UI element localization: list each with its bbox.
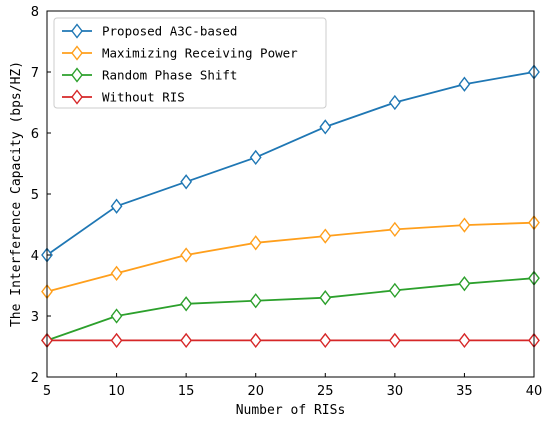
series-3-point-3 — [249, 332, 262, 349]
series-1-point-6 — [458, 217, 471, 233]
series-1-point-4 — [319, 228, 332, 244]
series-2-point-1 — [110, 308, 123, 324]
series-1-point-3 — [249, 235, 262, 251]
series-line-0 — [46, 71, 535, 256]
legend-box — [53, 17, 327, 109]
series-3 — [41, 332, 540, 349]
legend-marker-3 — [71, 89, 83, 105]
y-tick-label-4: 6 — [31, 127, 39, 142]
series-1-point-5 — [388, 221, 401, 238]
series-1-point-1 — [110, 265, 123, 281]
series-2-point-3 — [249, 293, 262, 309]
x-tick-label-7: 40 — [526, 384, 543, 399]
legend-entry-0: Proposed A3C-based — [62, 23, 237, 39]
legend-entry-2: Random Phase Shift — [62, 67, 237, 83]
legend-label-2: Random Phase Shift — [102, 68, 237, 83]
ticks-layer: 5 10 15 20 25 30 35 40 2 3 4 5 6 7 8 — [31, 5, 543, 399]
legend-marker-1 — [71, 45, 83, 61]
series-2-point-2 — [180, 296, 193, 312]
series-2-point-5 — [388, 282, 401, 299]
y-tick-label-5: 7 — [31, 66, 39, 81]
x-tick-label-0: 5 — [43, 384, 51, 399]
y-tick-label-3: 5 — [31, 188, 39, 203]
x-tick-label-2: 15 — [178, 384, 195, 399]
legend-label-1: Maximizing Receiving Power — [102, 46, 298, 61]
series-0-point-4 — [319, 119, 332, 135]
x-tick-label-6: 35 — [456, 384, 473, 399]
series-line-1 — [46, 221, 535, 293]
series-0-point-3 — [249, 149, 262, 166]
y-tick-label-2: 4 — [31, 249, 39, 264]
series-line-2 — [46, 277, 535, 342]
y-tick-label-0: 2 — [31, 371, 39, 386]
series-0-point-5 — [388, 94, 401, 111]
series-3-point-5 — [388, 332, 401, 349]
x-tick-label-4: 25 — [317, 384, 334, 399]
y-tick-label-6: 8 — [31, 5, 39, 20]
series-1-point-2 — [180, 247, 193, 263]
x-tick-label-1: 10 — [108, 384, 125, 399]
legend: Proposed A3C-based Maximizing Receiving P… — [53, 17, 327, 109]
legend-label-3: Without RIS — [102, 90, 185, 105]
legend-entry-1: Maximizing Receiving Power — [62, 45, 298, 61]
legend-entry-3: Without RIS — [62, 89, 185, 105]
y-tick-label-1: 3 — [31, 310, 39, 325]
legend-marker-0 — [71, 23, 83, 39]
series-3-point-4 — [319, 332, 332, 349]
series-3-point-6 — [458, 332, 471, 349]
y-axis-title: The Interference Capacity (bps/HZ) — [9, 61, 24, 327]
series-2-point-4 — [319, 290, 332, 306]
series-3-point-2 — [180, 332, 193, 349]
x-tick-label-5: 30 — [387, 384, 404, 399]
series-3-point-1 — [110, 332, 123, 349]
legend-marker-2 — [71, 67, 83, 83]
series-0-point-1 — [110, 198, 123, 214]
series-0-point-6 — [458, 76, 471, 92]
series-0-point-2 — [180, 174, 193, 190]
x-tick-label-3: 20 — [247, 384, 264, 399]
series-2-point-6 — [458, 276, 471, 292]
series-0 — [41, 64, 540, 263]
legend-label-0: Proposed A3C-based — [102, 24, 237, 39]
x-axis-title: Number of RISs — [236, 403, 346, 418]
